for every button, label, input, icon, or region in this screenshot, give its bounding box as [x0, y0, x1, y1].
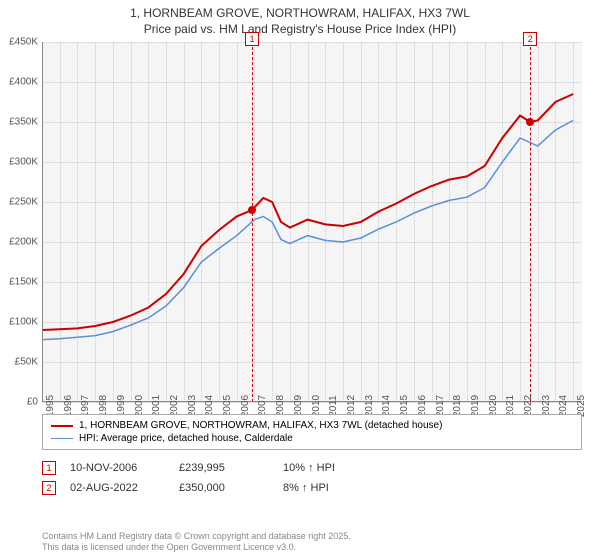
transaction-pct: 10% ↑ HPI — [283, 462, 373, 474]
y-tick-label: £100K — [9, 317, 38, 328]
transaction-row: 1 10-NOV-2006 £239,995 10% ↑ HPI — [42, 458, 582, 478]
footer: Contains HM Land Registry data © Crown c… — [42, 531, 351, 554]
title-block: 1, HORNBEAM GROVE, NORTHOWRAM, HALIFAX, … — [0, 0, 600, 39]
title-line-2: Price paid vs. HM Land Registry's House … — [0, 22, 600, 38]
ref-marker: 2 — [523, 32, 537, 46]
footer-line-2: This data is licensed under the Open Gov… — [42, 542, 351, 554]
y-tick-label: £150K — [9, 277, 38, 288]
y-tick-label: £50K — [15, 357, 38, 368]
legend-swatch — [51, 438, 73, 440]
legend-item: HPI: Average price, detached house, Cald… — [51, 432, 573, 445]
series-svg — [42, 42, 582, 402]
transaction-price: £239,995 — [179, 462, 269, 474]
y-tick-label: £400K — [9, 77, 38, 88]
title-line-1: 1, HORNBEAM GROVE, NORTHOWRAM, HALIFAX, … — [0, 6, 600, 22]
plot-surface: 12 — [42, 42, 582, 402]
transactions-table: 1 10-NOV-2006 £239,995 10% ↑ HPI 2 02-AUG-202… — [42, 458, 582, 498]
legend: 1, HORNBEAM GROVE, NORTHOWRAM, HALIFAX, … — [42, 414, 582, 450]
ref-marker: 1 — [245, 32, 259, 46]
y-tick-label: £450K — [9, 37, 38, 48]
y-tick-label: £300K — [9, 157, 38, 168]
legend-swatch — [51, 425, 73, 427]
y-tick-label: £0 — [27, 397, 38, 408]
chart-container: 1, HORNBEAM GROVE, NORTHOWRAM, HALIFAX, … — [0, 0, 600, 560]
sale-dot — [526, 118, 534, 126]
y-axis — [42, 42, 43, 402]
transaction-date: 02-AUG-2022 — [70, 482, 165, 494]
sale-dot — [248, 206, 256, 214]
series-line — [42, 94, 573, 330]
transaction-pct: 8% ↑ HPI — [283, 482, 373, 494]
transaction-row: 2 02-AUG-2022 £350,000 8% ↑ HPI — [42, 478, 582, 498]
legend-item: 1, HORNBEAM GROVE, NORTHOWRAM, HALIFAX, … — [51, 419, 573, 432]
footer-line-1: Contains HM Land Registry data © Crown c… — [42, 531, 351, 543]
transaction-marker: 1 — [42, 461, 56, 475]
transaction-date: 10-NOV-2006 — [70, 462, 165, 474]
chart-area: 12 £0£50K£100K£150K£200K£250K£300K£350K£… — [42, 42, 582, 402]
legend-label: HPI: Average price, detached house, Cald… — [79, 433, 293, 444]
transaction-price: £350,000 — [179, 482, 269, 494]
legend-label: 1, HORNBEAM GROVE, NORTHOWRAM, HALIFAX, … — [79, 420, 442, 431]
y-tick-label: £200K — [9, 237, 38, 248]
y-tick-label: £250K — [9, 197, 38, 208]
y-tick-label: £350K — [9, 117, 38, 128]
transaction-marker: 2 — [42, 481, 56, 495]
